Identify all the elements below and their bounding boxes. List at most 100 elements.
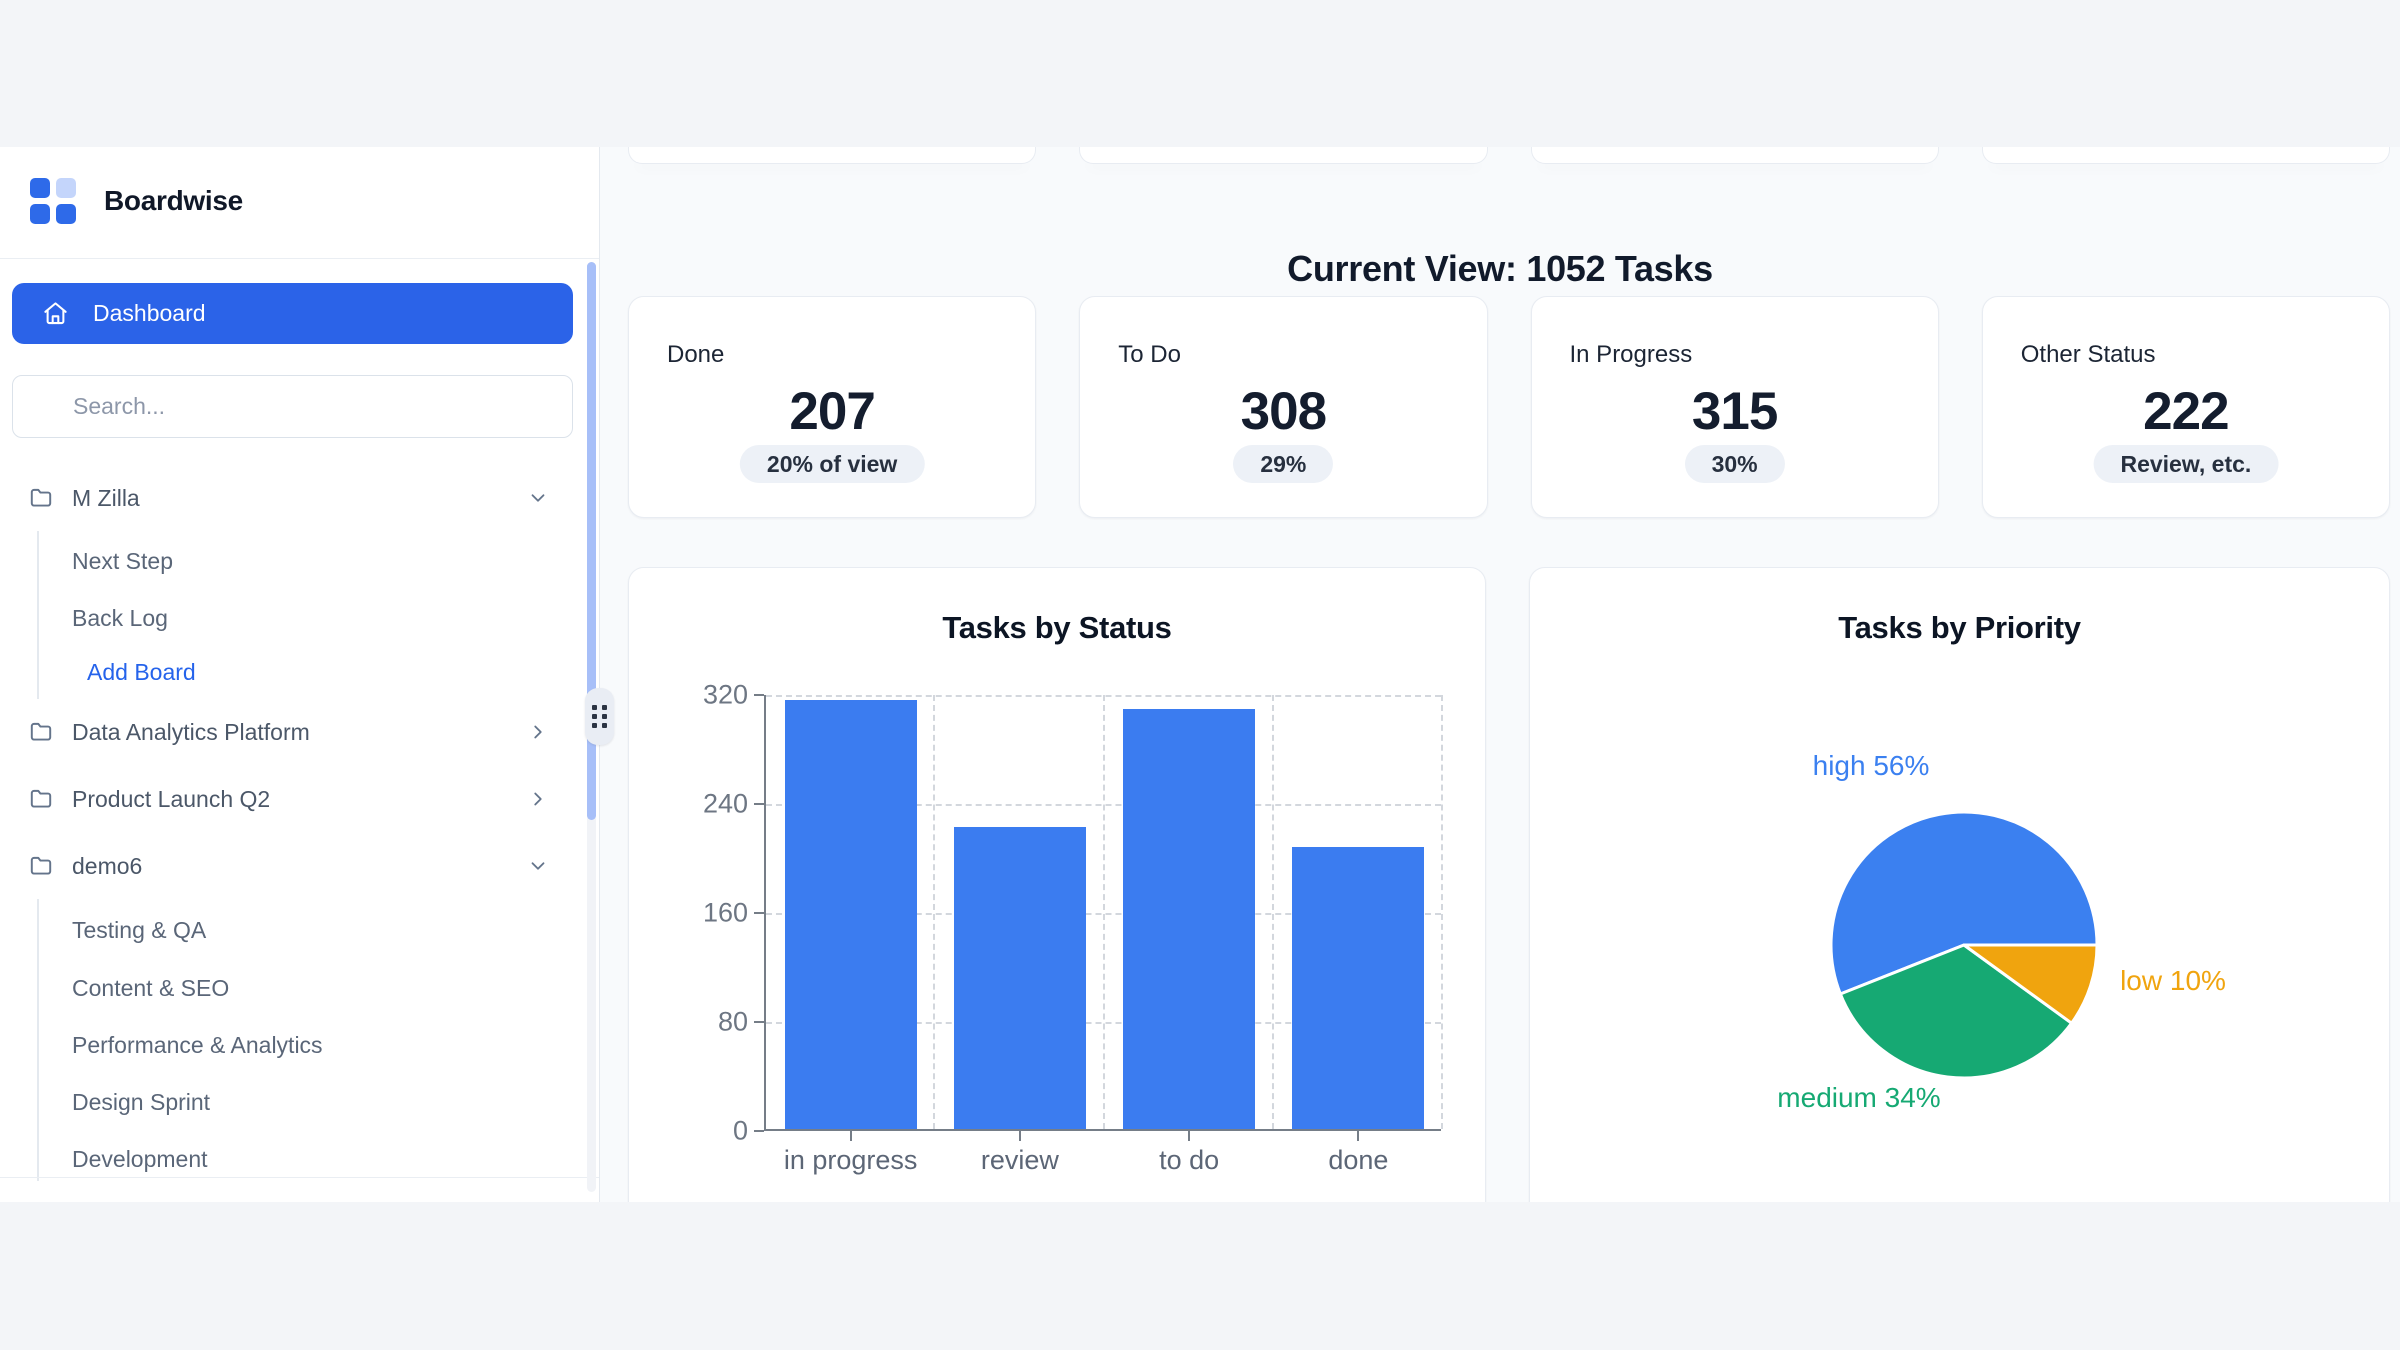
y-tick-label: 160 <box>702 897 748 928</box>
stat-card-to-do: To Do 308 29% <box>1079 296 1488 518</box>
chevron-down-icon[interactable] <box>527 487 549 509</box>
stat-label: In Progress <box>1569 341 1693 368</box>
divider <box>0 258 599 259</box>
bar-to-do[interactable] <box>1123 709 1256 1129</box>
pie-chart <box>1829 810 2099 1080</box>
stat-label: Done <box>667 341 725 368</box>
x-tick-mark <box>1018 1131 1021 1141</box>
chevron-right-icon[interactable] <box>527 788 549 810</box>
pie-slice-high[interactable] <box>1829 810 2099 996</box>
stat-card-other-status: Other Status 222 Review, etc. <box>1981 296 2390 518</box>
pie-slice-label-high: high 56% <box>1812 750 1930 781</box>
y-tick-mark <box>754 803 764 805</box>
tasks-by-priority-chart-card: Tasks by Priority high 56% medium 34% low … <box>1529 567 2390 1202</box>
stat-badge: 29% <box>1233 445 1334 483</box>
folder-icon <box>28 853 54 879</box>
x-category-label: in progress <box>783 1145 918 1175</box>
pie-chart-plot: high 56% medium 34% low 10% <box>1530 568 2391 1202</box>
dashboard-button[interactable]: Dashboard <box>12 283 573 344</box>
x-category-label: to do <box>1159 1145 1220 1175</box>
card-partial <box>1530 147 1939 164</box>
stat-card-in-progress: In Progress 315 30% <box>1530 296 1939 518</box>
sidebar-item-performance-analytics[interactable]: Performance & Analytics <box>72 1031 323 1058</box>
sidebar-resize-handle[interactable] <box>585 688 614 745</box>
pie-slice-label-low: low 10% <box>2120 965 2226 996</box>
sidebar-item-testing-qa[interactable]: Testing & QA <box>72 916 207 943</box>
sidebar-item-m-zilla[interactable]: M Zilla <box>12 474 573 522</box>
x-tick-mark <box>1188 1131 1191 1141</box>
main-content: Current View: 1052 Tasks Done 207 20% of… <box>600 147 2400 1202</box>
stat-value: 315 <box>1691 382 1778 441</box>
bar-in-progress[interactable] <box>784 699 917 1129</box>
tasks-by-status-chart-card: Tasks by Status 0 80 160 240 320 in progress r… <box>628 567 1486 1202</box>
scrolled-cards-row <box>628 147 2390 164</box>
chevron-down-icon[interactable] <box>527 855 549 877</box>
chevron-right-icon[interactable] <box>527 721 549 743</box>
y-tick-mark <box>754 912 764 914</box>
page-title: Current View: 1052 Tasks <box>1287 248 1713 290</box>
folder-icon <box>28 485 54 511</box>
gridline-x <box>1441 695 1443 1129</box>
tree-indent-guide <box>37 899 39 1181</box>
divider <box>0 1177 599 1178</box>
pie-slice-low[interactable] <box>1962 943 2099 1025</box>
sidebar-item-content-seo[interactable]: Content & SEO <box>72 974 230 1001</box>
stat-value: 308 <box>1240 382 1327 441</box>
sidebar-item-next-step[interactable]: Next Step <box>72 547 173 574</box>
boardwise-logo-icon <box>30 178 76 224</box>
pie-slice-medium[interactable] <box>1838 943 2074 1080</box>
stat-badge: 20% of view <box>739 445 925 483</box>
chart-title: Tasks by Status <box>942 610 1172 645</box>
y-tick-label: 0 <box>732 1115 748 1146</box>
sidebar-item-back-log[interactable]: Back Log <box>72 604 168 631</box>
stat-badge: 30% <box>1684 445 1785 483</box>
card-partial <box>1981 147 2390 164</box>
stat-label: Other Status <box>2020 341 2156 368</box>
charts-row: Tasks by Status 0 80 160 240 320 in progress r… <box>628 567 2390 1202</box>
y-tick-label: 240 <box>702 788 748 819</box>
stat-badge: Review, etc. <box>2093 445 2279 483</box>
folder-icon <box>28 786 54 812</box>
sidebar-item-product-launch-q2[interactable]: Product Launch Q2 <box>12 775 573 823</box>
dashboard-label: Dashboard <box>93 300 206 326</box>
tree-indent-guide <box>37 531 39 699</box>
x-tick-mark <box>1357 1131 1360 1141</box>
bar-review[interactable] <box>953 826 1086 1129</box>
gridline-x <box>1102 695 1105 1129</box>
stat-card-done: Done 207 20% of view <box>628 296 1037 518</box>
brand-row: Boardwise <box>30 171 243 231</box>
stat-value: 207 <box>789 382 875 441</box>
bar-chart-plot: 0 80 160 240 320 in progress review to do done <box>703 680 1443 1175</box>
stat-label: To Do <box>1118 341 1181 368</box>
y-tick-mark <box>754 1021 764 1023</box>
grip-icon <box>592 705 607 728</box>
x-tick-mark <box>849 1131 852 1141</box>
y-tick-mark <box>754 694 764 696</box>
search-input[interactable] <box>13 376 572 437</box>
home-icon <box>42 300 69 327</box>
app-title: Boardwise <box>104 185 243 216</box>
card-partial <box>628 147 1037 164</box>
bar-done[interactable] <box>1292 846 1425 1129</box>
sidebar: Boardwise Dashboard M Zilla <box>0 147 600 1202</box>
chart-title: Tasks by Priority <box>1838 610 2081 645</box>
folder-icon <box>28 719 54 745</box>
sidebar-scrollbar-thumb[interactable] <box>587 262 596 820</box>
stats-row: Done 207 20% of view To Do 308 29% In Pr… <box>628 296 2390 518</box>
sidebar-item-development[interactable]: Development <box>72 1145 208 1172</box>
sidebar-item-demo6[interactable]: demo6 <box>12 842 573 890</box>
stat-value: 222 <box>2143 382 2229 441</box>
x-category-label: review <box>980 1145 1059 1175</box>
search-box <box>12 375 573 438</box>
y-tick-label: 80 <box>717 1006 748 1037</box>
sidebar-item-design-sprint[interactable]: Design Sprint <box>72 1088 211 1115</box>
sidebar-item-data-analytics-platform[interactable]: Data Analytics Platform <box>12 708 573 756</box>
y-tick-label: 320 <box>702 679 748 710</box>
card-partial <box>1079 147 1488 164</box>
gridline-x <box>933 695 936 1129</box>
x-category-label: done <box>1328 1145 1389 1175</box>
add-board-link[interactable]: Add Board <box>87 658 196 685</box>
app-frame: Boardwise Dashboard M Zilla <box>0 147 2400 1202</box>
gridline-x <box>1271 695 1274 1129</box>
y-tick-mark <box>754 1130 764 1132</box>
